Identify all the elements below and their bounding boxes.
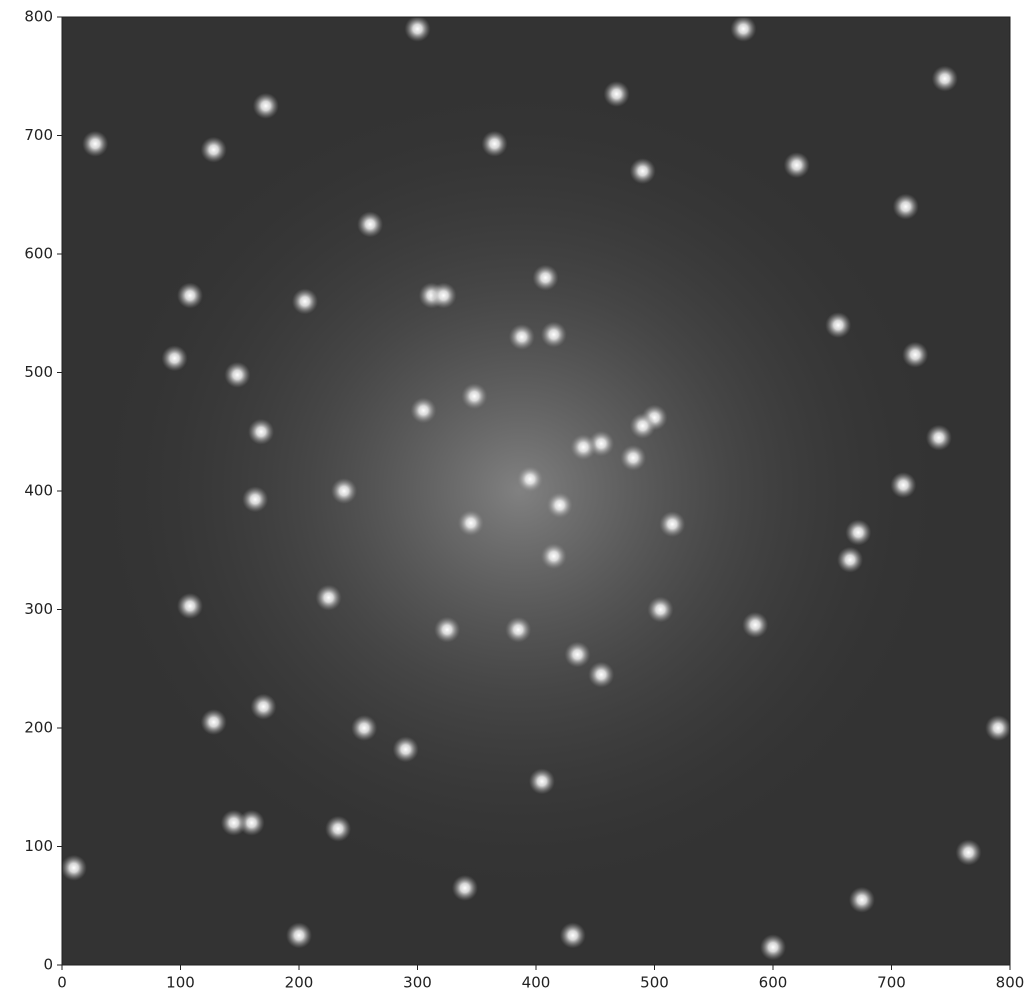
star bbox=[540, 543, 567, 570]
x-tick-label: 300 bbox=[403, 974, 432, 992]
star bbox=[481, 130, 508, 157]
star bbox=[200, 136, 227, 163]
y-tick-label: 300 bbox=[24, 600, 53, 618]
star bbox=[528, 768, 555, 795]
y-tick-label: 200 bbox=[24, 719, 53, 737]
image bbox=[62, 17, 1010, 965]
star bbox=[629, 158, 656, 185]
star bbox=[760, 934, 786, 961]
star bbox=[588, 661, 615, 688]
star bbox=[647, 596, 674, 623]
star bbox=[200, 709, 227, 736]
star bbox=[559, 922, 586, 949]
star bbox=[286, 922, 312, 949]
star bbox=[730, 17, 757, 42]
star bbox=[291, 288, 318, 315]
star bbox=[315, 584, 342, 611]
y-tick-label: 400 bbox=[24, 482, 53, 500]
star bbox=[404, 17, 431, 42]
star bbox=[603, 81, 630, 108]
star bbox=[351, 715, 378, 741]
x-tick-label: 800 bbox=[996, 974, 1025, 992]
star bbox=[955, 839, 982, 866]
star bbox=[220, 809, 247, 836]
star bbox=[392, 736, 419, 763]
star bbox=[457, 509, 484, 536]
star bbox=[250, 693, 277, 720]
star bbox=[508, 323, 535, 350]
star bbox=[82, 130, 109, 157]
star bbox=[532, 264, 559, 291]
star bbox=[848, 886, 875, 913]
star bbox=[505, 616, 532, 643]
star bbox=[238, 809, 265, 836]
star bbox=[890, 472, 917, 499]
star bbox=[357, 211, 384, 238]
star bbox=[742, 611, 769, 638]
star bbox=[540, 321, 567, 348]
star bbox=[783, 152, 810, 179]
star bbox=[62, 854, 87, 881]
star bbox=[629, 412, 656, 439]
star bbox=[925, 424, 952, 451]
y-tick-label: 100 bbox=[24, 837, 53, 855]
star bbox=[892, 193, 919, 220]
star bbox=[546, 492, 573, 519]
star bbox=[902, 341, 929, 368]
star bbox=[461, 383, 488, 410]
star bbox=[837, 546, 864, 573]
star bbox=[451, 874, 478, 901]
star bbox=[845, 519, 872, 546]
x-tick-label: 200 bbox=[285, 974, 314, 992]
star bbox=[517, 466, 544, 493]
star bbox=[252, 92, 279, 119]
y-tick-label: 700 bbox=[24, 126, 53, 144]
star bbox=[570, 434, 597, 461]
y-tick-label: 500 bbox=[24, 363, 53, 381]
star bbox=[325, 815, 352, 842]
y-tick-label: 0 bbox=[43, 956, 53, 974]
x-tick-label: 100 bbox=[166, 974, 195, 992]
x-tick-label: 500 bbox=[640, 974, 669, 992]
y-tick-label: 600 bbox=[24, 245, 53, 263]
y-tick-label: 800 bbox=[24, 8, 53, 26]
star bbox=[331, 478, 358, 504]
x-tick-label: 700 bbox=[877, 974, 906, 992]
star bbox=[242, 486, 269, 513]
x-tick-label: 600 bbox=[759, 974, 788, 992]
star bbox=[931, 65, 958, 92]
star bbox=[161, 345, 188, 372]
star bbox=[430, 282, 457, 309]
x-tick-label: 400 bbox=[522, 974, 551, 992]
star bbox=[410, 397, 437, 424]
star bbox=[176, 592, 203, 619]
x-tick-label: 0 bbox=[57, 974, 67, 992]
star bbox=[176, 282, 203, 309]
star bbox=[620, 444, 647, 471]
star bbox=[434, 616, 461, 643]
star bbox=[248, 418, 275, 445]
star bbox=[224, 361, 251, 388]
star bbox=[825, 312, 852, 339]
star bbox=[985, 715, 1010, 741]
star bbox=[564, 641, 591, 668]
star bbox=[659, 511, 686, 538]
cluster-glow bbox=[100, 90, 940, 890]
